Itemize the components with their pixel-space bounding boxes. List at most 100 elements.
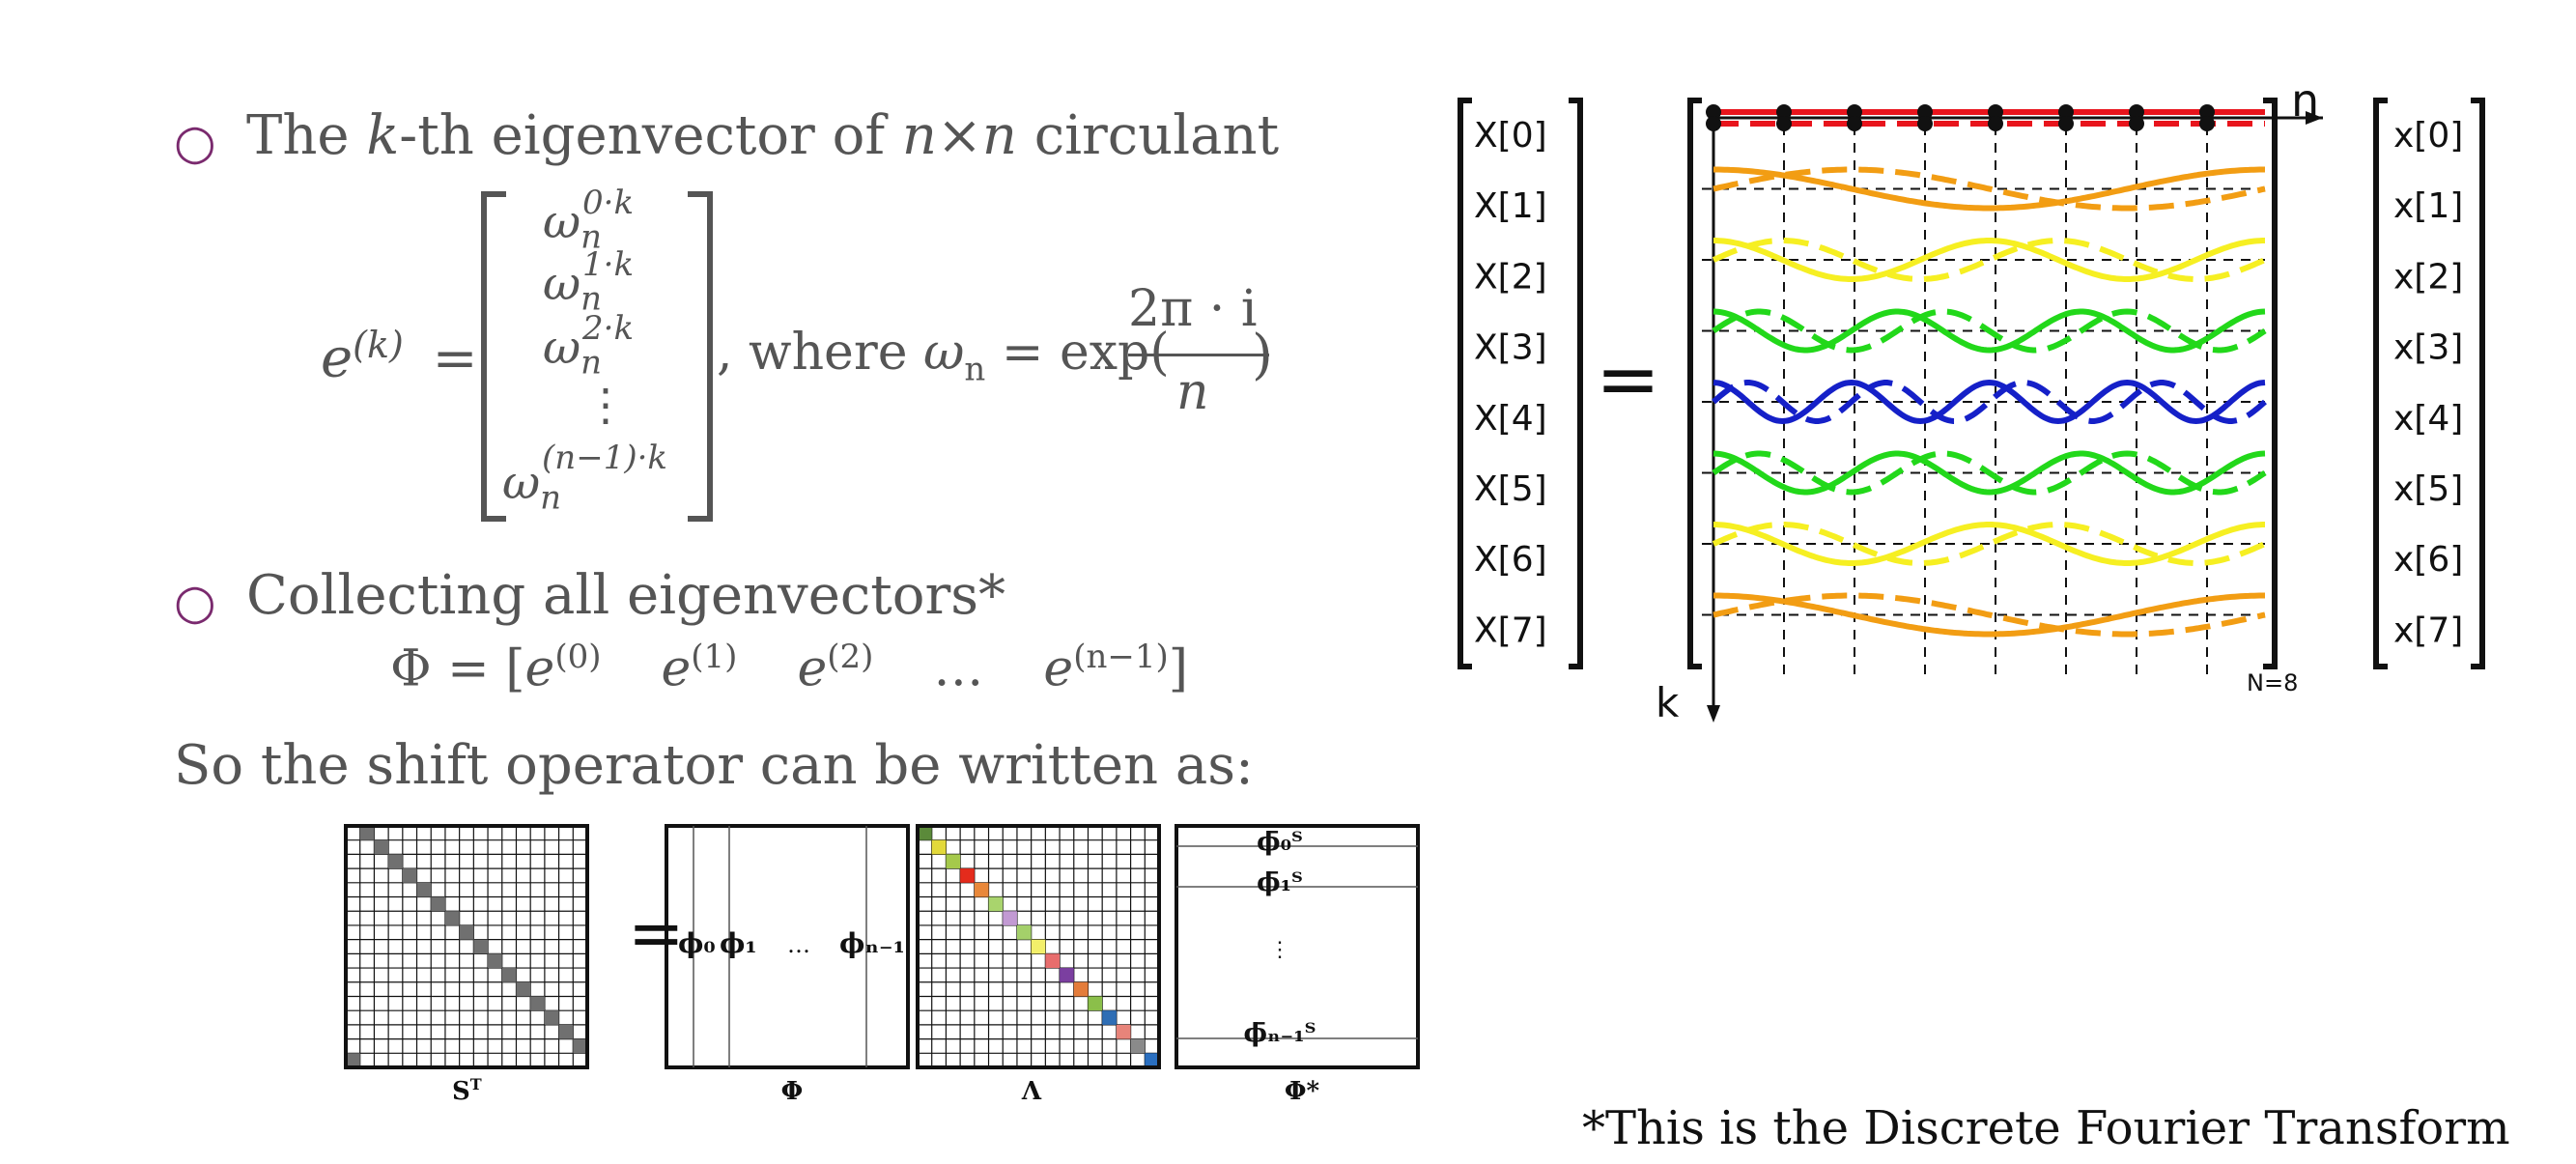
shift-operator-text: So the shift operator can be written as: xyxy=(174,734,1254,797)
eigenvalue-cell xyxy=(931,839,947,855)
sample-dot xyxy=(1917,104,1933,120)
x-label: x[2] xyxy=(2393,257,2463,297)
wave-imag xyxy=(1712,522,2267,566)
eigvec-frac-bar xyxy=(1128,354,1269,356)
eigvec-where: , where ωn = exp( xyxy=(717,324,1170,389)
bullet-marker: ○ xyxy=(174,574,216,630)
eigenvalue-cell xyxy=(1130,1038,1146,1054)
x-label: x[7] xyxy=(2393,610,2463,650)
eigvec-left-bracket xyxy=(481,191,506,522)
k-axis-arrow xyxy=(1707,705,1720,723)
X-label: X[1] xyxy=(1474,186,1547,226)
phi-col-0: ϕ₀ xyxy=(678,927,716,959)
sample-dot xyxy=(1917,116,1933,131)
shift-cell xyxy=(488,953,502,969)
wave-imag xyxy=(1712,308,2267,354)
N-label: N=8 xyxy=(2247,669,2298,696)
shift-cell xyxy=(558,1024,574,1039)
phistar-row-0: ϕ̄₀ᵀ xyxy=(1257,828,1303,857)
eigenvalue-cell xyxy=(1060,968,1074,982)
axis-n-label: n xyxy=(2291,74,2319,127)
eigenvalue-cell xyxy=(946,854,961,869)
bullet1-mid: -th eigenvector of xyxy=(399,104,902,167)
eigvec-lhs: e(k) = xyxy=(321,324,478,390)
x-label: x[5] xyxy=(2393,469,2463,509)
phistar-row-last: ϕ̄ₙ₋₁ᵀ xyxy=(1244,1019,1316,1048)
wave-imag xyxy=(1713,592,2266,638)
wave-real xyxy=(1713,166,2265,212)
Phistar-border xyxy=(1175,824,1420,1069)
label-S: ST xyxy=(452,1075,482,1106)
dft-equals: = xyxy=(1596,334,1660,424)
wave-real xyxy=(1713,238,2265,282)
wave-real xyxy=(1713,450,2266,496)
shift-cell xyxy=(402,868,417,883)
x-label: x[3] xyxy=(2393,328,2463,368)
bullet1-times: × xyxy=(936,104,982,167)
bullet1-pre: The xyxy=(246,104,367,167)
eigenvalue-cell xyxy=(1003,911,1017,925)
eigvec-entry-1: ωn1·k xyxy=(543,245,635,319)
sample-dot xyxy=(2058,104,2074,120)
x-label: x[1] xyxy=(2393,186,2463,226)
Lambda-border xyxy=(916,824,1161,1069)
sample-dot xyxy=(2199,116,2215,131)
eigenvalue-cell xyxy=(1102,1010,1117,1025)
sample-dot xyxy=(1847,116,1862,131)
shift-cell xyxy=(359,826,375,840)
Phistar-matrix xyxy=(1175,824,1420,1069)
eigenvalue-cell xyxy=(1116,1024,1131,1039)
sample-dot xyxy=(1776,116,1792,131)
eigvec-entry-dots: ⋮ xyxy=(583,379,628,431)
x-labels: x[0] x[1] x[2] x[3] x[4] x[5] x[6] x[7] xyxy=(2393,116,2463,650)
eigvec-e: e xyxy=(321,326,354,390)
shift-cell xyxy=(388,854,403,869)
x-vector-bracket xyxy=(2373,98,2485,669)
label-Lambda: Λ xyxy=(1021,1077,1042,1106)
wave-imag xyxy=(1713,166,2266,212)
phistar-row-dots: ⋮ xyxy=(1269,938,1290,962)
Phi-matrix xyxy=(665,824,910,1069)
shift-cell xyxy=(544,1010,559,1025)
wave-imag xyxy=(1712,380,2267,424)
n-axis-arrow xyxy=(2306,111,2323,125)
shift-cell xyxy=(374,839,389,855)
sample-dot xyxy=(2129,116,2144,131)
eigvec-frac-num: 2π · i xyxy=(1128,280,1258,338)
dft-matrix-left-bracket xyxy=(1687,98,1702,669)
x-label: x[4] xyxy=(2393,399,2463,439)
matrix-equals: = xyxy=(628,894,685,973)
eigenvalue-cell xyxy=(1073,981,1089,997)
eigenvalue-cell xyxy=(1031,939,1046,954)
dft-waves xyxy=(1687,98,2323,723)
X-label: X[3] xyxy=(1474,328,1547,368)
shift-cell xyxy=(473,939,489,954)
eigvec-entry-last: ωn(n−1)·k xyxy=(502,439,668,518)
shift-cell xyxy=(530,996,545,1011)
eigenvalue-cell xyxy=(1016,924,1032,940)
sample-dot xyxy=(2129,104,2144,120)
shift-cell xyxy=(501,968,517,982)
sample-dot xyxy=(2199,104,2215,120)
shift-cell xyxy=(459,924,474,940)
shift-cell xyxy=(346,1053,360,1067)
phistar-row-1: ϕ̄₁ᵀ xyxy=(1257,868,1303,897)
sample-dot xyxy=(1706,116,1721,131)
label-Phi: Φ xyxy=(781,1077,804,1106)
sample-dot xyxy=(2058,116,2074,131)
bullet2-text: Collecting all eigenvectors* xyxy=(246,564,1005,627)
label-Phistar: Φ* xyxy=(1285,1077,1320,1106)
eigvec-sup: (k) xyxy=(353,324,404,366)
sample-dot xyxy=(1988,104,2003,120)
footnote: *This is the Discrete Fourier Transform xyxy=(1582,1101,2510,1155)
wave-real xyxy=(1713,522,2265,566)
eigvec-equals: = xyxy=(432,326,478,390)
shift-cell xyxy=(573,1038,587,1054)
eigvec-right-bracket xyxy=(688,191,713,522)
sample-dot xyxy=(1706,104,1721,120)
bullet1-post: circulant xyxy=(1016,104,1280,167)
eigenvalue-cell xyxy=(1145,1053,1159,1067)
X-label: X[4] xyxy=(1474,399,1547,439)
eigenvalue-cell xyxy=(988,896,1004,912)
bullet1-k: k xyxy=(366,104,400,167)
